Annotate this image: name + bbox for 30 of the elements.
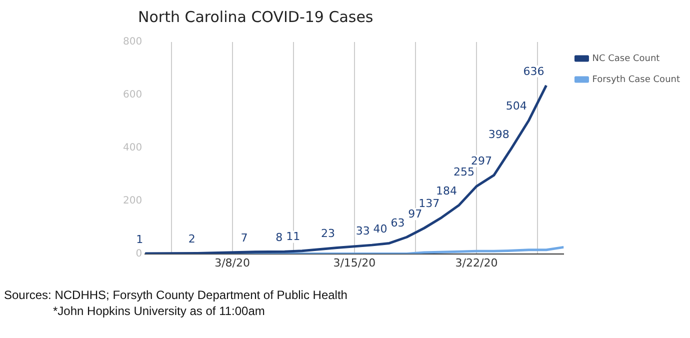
source-note: Sources: NCDHHS; Forsyth County Department of Public Health	[4, 288, 348, 302]
data-label: 636	[523, 64, 544, 78]
data-label: 7	[240, 231, 248, 244]
y-tick-label: 800	[122, 36, 142, 48]
data-label: 137	[418, 196, 440, 210]
data-label: 40	[373, 222, 388, 236]
y-tick-label: 400	[122, 142, 142, 154]
legend-label: NC Case Count	[592, 54, 660, 64]
x-tick-label: 3/22/20	[455, 256, 498, 270]
data-label: 1	[136, 232, 144, 246]
data-label: 297	[470, 154, 492, 168]
data-label: 97	[408, 207, 422, 220]
data-label: 33	[356, 224, 370, 238]
data-label: 2	[188, 232, 196, 246]
x-tick-label: 3/8/20	[214, 256, 250, 270]
data-label: 255	[454, 166, 474, 179]
y-tick-label: 600	[122, 90, 142, 101]
text: *John Hopkins University as of 11:00am	[53, 304, 265, 318]
data-label: 184	[436, 184, 458, 198]
data-label: 398	[488, 128, 510, 141]
legend-label: Forsyth Case Count	[592, 74, 680, 85]
x-tick-label: 3/15/20	[333, 256, 376, 270]
data-label: 63	[390, 216, 405, 230]
data-label: 11	[286, 230, 300, 244]
chart-title: North Carolina COVID-19 Cases	[138, 8, 374, 26]
y-tick-label: 0	[136, 248, 142, 260]
data-label: 8	[276, 231, 283, 244]
data-label: 23	[320, 227, 335, 240]
data-label: 504	[506, 100, 527, 113]
y-tick-label: 200	[122, 195, 142, 206]
